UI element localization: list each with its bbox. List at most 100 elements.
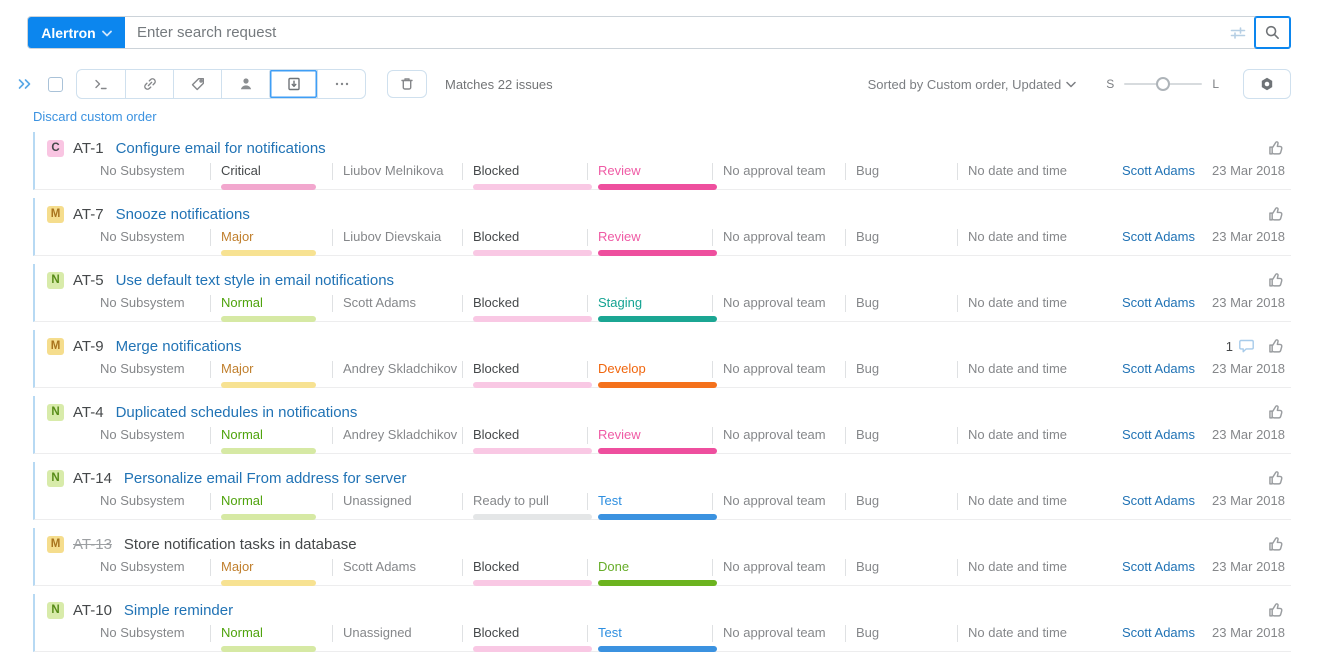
field-type[interactable]: Bug bbox=[845, 361, 957, 378]
field-state-primary[interactable]: Blocked bbox=[462, 361, 592, 388]
field-type[interactable]: Bug bbox=[845, 559, 957, 576]
updater-link[interactable]: Scott Adams bbox=[1122, 625, 1195, 640]
field-due-date[interactable]: No date and time bbox=[957, 625, 1097, 642]
field-type[interactable]: Bug bbox=[845, 427, 957, 444]
field-state-secondary[interactable]: Develop bbox=[587, 361, 717, 388]
field-priority[interactable]: Major bbox=[210, 229, 332, 256]
field-type[interactable]: Bug bbox=[845, 295, 957, 312]
issue-row[interactable]: M AT-9 Merge notifications 1 bbox=[33, 330, 1291, 388]
field-state-secondary[interactable]: Test bbox=[587, 625, 717, 652]
issue-row[interactable]: N AT-14 Personalize email From address f… bbox=[33, 462, 1291, 520]
issue-id[interactable]: AT-10 bbox=[73, 601, 112, 619]
field-priority[interactable]: Normal bbox=[210, 493, 332, 520]
comments-indicator[interactable]: 1 bbox=[1226, 338, 1255, 354]
search-options-button[interactable] bbox=[1221, 17, 1255, 48]
command-dialog-button[interactable] bbox=[77, 70, 125, 98]
issue-row[interactable]: N AT-5 Use default text style in email n… bbox=[33, 264, 1291, 322]
field-assignee[interactable]: Andrey Skladchikov bbox=[332, 427, 462, 444]
field-state-secondary[interactable]: Review bbox=[587, 427, 717, 454]
search-input[interactable] bbox=[125, 17, 1221, 48]
field-state-primary[interactable]: Blocked bbox=[462, 229, 592, 256]
vote-button[interactable] bbox=[1267, 271, 1285, 289]
field-state-primary[interactable]: Blocked bbox=[462, 163, 592, 190]
field-assignee[interactable]: Liubov Dievskaia bbox=[332, 229, 462, 246]
issue-title[interactable]: Simple reminder bbox=[123, 601, 234, 619]
delete-button[interactable] bbox=[387, 70, 427, 98]
field-state-secondary[interactable]: Done bbox=[587, 559, 717, 586]
issue-id[interactable]: AT-9 bbox=[73, 337, 104, 355]
updater-link[interactable]: Scott Adams bbox=[1122, 493, 1195, 508]
issue-title[interactable]: Store notification tasks in database bbox=[123, 535, 357, 553]
vote-button[interactable] bbox=[1267, 205, 1285, 223]
issue-row[interactable]: N AT-10 Simple reminder No S bbox=[33, 594, 1291, 652]
field-priority[interactable]: Major bbox=[210, 559, 332, 586]
vote-button[interactable] bbox=[1267, 601, 1285, 619]
issue-title[interactable]: Configure email for notifications bbox=[115, 139, 326, 157]
field-state-primary[interactable]: Blocked bbox=[462, 625, 592, 652]
field-approval-team[interactable]: No approval team bbox=[712, 559, 845, 576]
field-assignee[interactable]: Scott Adams bbox=[332, 559, 462, 576]
issue-id[interactable]: AT-14 bbox=[73, 469, 112, 487]
issue-row[interactable]: C AT-1 Configure email for notifications bbox=[33, 132, 1291, 190]
priority-badge[interactable]: N bbox=[47, 403, 64, 421]
priority-badge[interactable]: M bbox=[47, 337, 64, 355]
priority-badge[interactable]: N bbox=[47, 469, 64, 487]
issue-title[interactable]: Duplicated schedules in notifications bbox=[115, 403, 358, 421]
field-type[interactable]: Bug bbox=[845, 229, 957, 246]
field-assignee[interactable]: Liubov Melnikova bbox=[332, 163, 462, 180]
updater-link[interactable]: Scott Adams bbox=[1122, 229, 1195, 244]
add-tag-button[interactable] bbox=[173, 70, 221, 98]
vote-button[interactable] bbox=[1267, 139, 1285, 157]
field-approval-team[interactable]: No approval team bbox=[712, 361, 845, 378]
field-priority[interactable]: Normal bbox=[210, 295, 332, 322]
sort-order-dropdown[interactable]: Sorted by Custom order, Updated bbox=[868, 77, 1077, 92]
field-assignee[interactable]: Unassigned bbox=[332, 493, 462, 510]
updater-link[interactable]: Scott Adams bbox=[1122, 427, 1195, 442]
issue-title[interactable]: Snooze notifications bbox=[115, 205, 250, 223]
field-assignee[interactable]: Andrey Skladchikov bbox=[332, 361, 462, 378]
field-subsystem[interactable]: No Subsystem bbox=[100, 361, 185, 376]
slider-knob[interactable] bbox=[1156, 77, 1171, 91]
field-due-date[interactable]: No date and time bbox=[957, 163, 1097, 180]
field-approval-team[interactable]: No approval team bbox=[712, 163, 845, 180]
issue-id[interactable]: AT-1 bbox=[73, 139, 104, 157]
link-issue-button[interactable] bbox=[125, 70, 173, 98]
issue-row[interactable]: M AT-13 Store notification tasks in data… bbox=[33, 528, 1291, 586]
field-type[interactable]: Bug bbox=[845, 163, 957, 180]
vote-button[interactable] bbox=[1267, 337, 1285, 355]
field-due-date[interactable]: No date and time bbox=[957, 229, 1097, 246]
field-state-secondary[interactable]: Test bbox=[587, 493, 717, 520]
field-priority[interactable]: Critical bbox=[210, 163, 332, 190]
priority-badge[interactable]: M bbox=[47, 535, 64, 553]
updater-link[interactable]: Scott Adams bbox=[1122, 559, 1195, 574]
field-state-secondary[interactable]: Review bbox=[587, 163, 717, 190]
select-all-checkbox[interactable] bbox=[48, 76, 63, 92]
priority-badge[interactable]: M bbox=[47, 205, 64, 223]
field-state-primary[interactable]: Blocked bbox=[462, 295, 592, 322]
project-selector-button[interactable]: Alertron bbox=[28, 17, 125, 48]
priority-badge[interactable]: N bbox=[47, 271, 64, 289]
field-subsystem[interactable]: No Subsystem bbox=[100, 295, 185, 310]
issue-id[interactable]: AT-7 bbox=[73, 205, 104, 223]
field-assignee[interactable]: Unassigned bbox=[332, 625, 462, 642]
vote-button[interactable] bbox=[1267, 403, 1285, 421]
updater-link[interactable]: Scott Adams bbox=[1122, 361, 1195, 376]
updater-link[interactable]: Scott Adams bbox=[1122, 295, 1195, 310]
row-size-slider[interactable] bbox=[1124, 77, 1203, 91]
field-due-date[interactable]: No date and time bbox=[957, 427, 1097, 444]
field-priority[interactable]: Major bbox=[210, 361, 332, 388]
field-approval-team[interactable]: No approval team bbox=[712, 229, 845, 246]
issue-id[interactable]: AT-4 bbox=[73, 403, 104, 421]
field-state-secondary[interactable]: Review bbox=[587, 229, 717, 256]
view-settings-button[interactable] bbox=[1243, 69, 1291, 99]
field-state-primary[interactable]: Ready to pull bbox=[462, 493, 592, 520]
field-subsystem[interactable]: No Subsystem bbox=[100, 163, 185, 178]
field-due-date[interactable]: No date and time bbox=[957, 295, 1097, 312]
field-due-date[interactable]: No date and time bbox=[957, 493, 1097, 510]
priority-badge[interactable]: C bbox=[47, 139, 64, 157]
expand-all-button[interactable] bbox=[17, 77, 33, 91]
issue-row[interactable]: M AT-7 Snooze notifications bbox=[33, 198, 1291, 256]
vote-button[interactable] bbox=[1267, 535, 1285, 553]
set-assignee-button[interactable] bbox=[221, 70, 269, 98]
field-priority[interactable]: Normal bbox=[210, 625, 332, 652]
